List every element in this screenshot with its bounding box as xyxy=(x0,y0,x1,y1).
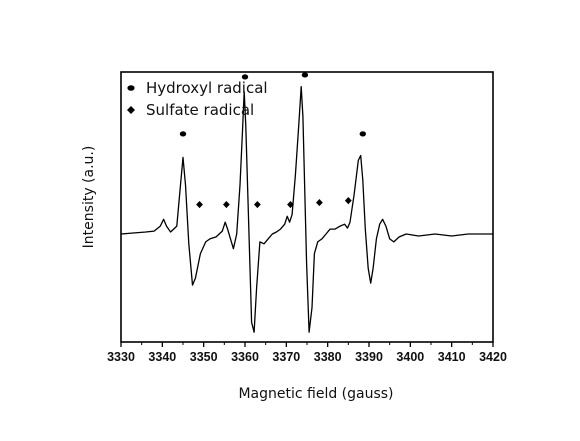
x-tick-label: 3360 xyxy=(231,350,259,364)
legend-sulfate-marker xyxy=(127,106,135,114)
sulfate-peak-marker xyxy=(223,200,230,209)
legend: Hydroxyl radical Sulfate radical xyxy=(127,79,268,119)
y-axis-label: Intensity (a.u.) xyxy=(81,146,97,249)
x-tick-label: 3400 xyxy=(396,350,424,364)
hydroxyl-peak-marker xyxy=(179,131,187,137)
x-tick-label: 3340 xyxy=(148,350,176,364)
legend-hydroxyl-marker xyxy=(127,85,135,91)
x-tick-label: 3380 xyxy=(314,350,342,364)
sulfate-peak-marker xyxy=(344,197,352,205)
x-tick-label: 3410 xyxy=(438,350,466,364)
x-tick-label: 3370 xyxy=(272,350,300,364)
sulfate-peak-marker xyxy=(287,200,294,209)
sulfate-peak-marker xyxy=(196,200,203,209)
hydroxyl-peak-marker xyxy=(241,74,249,80)
sulfate-peak-marker xyxy=(254,200,261,209)
x-tick-label: 3420 xyxy=(479,350,507,364)
legend-label: Sulfate radical xyxy=(146,101,254,119)
x-tick-label: 3390 xyxy=(355,350,383,364)
x-tick-label: 3330 xyxy=(107,350,135,364)
hydroxyl-peak-marker xyxy=(359,131,366,137)
spectrum-line xyxy=(120,86,493,333)
sulfate-peak-marker xyxy=(316,198,323,207)
hydroxyl-peak-marker xyxy=(301,72,309,78)
x-axis-label: Magnetic field (gauss) xyxy=(238,386,393,402)
plot-area xyxy=(120,72,493,333)
x-tick-label: 3350 xyxy=(190,350,218,364)
axes: 3330 3340 3350 3360 3370 3380 3390 3400 3410 3420 xyxy=(107,71,507,364)
legend-label: Hydroxyl radical xyxy=(146,79,268,97)
